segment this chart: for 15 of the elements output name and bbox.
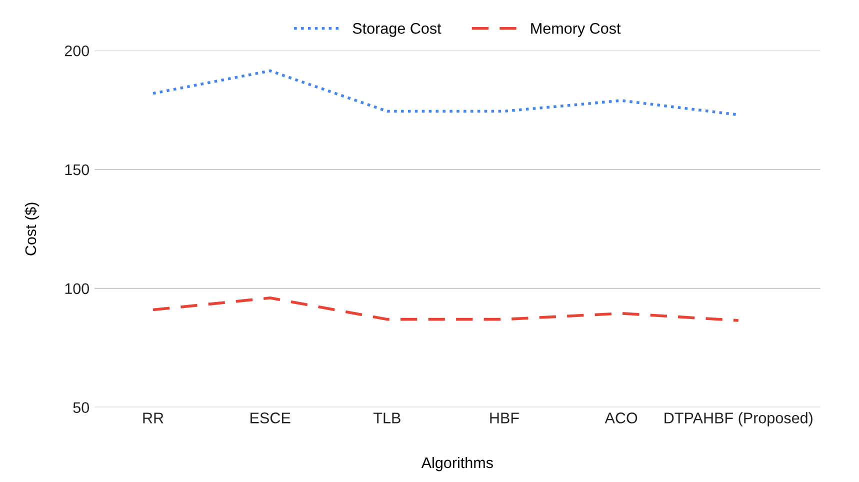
x-tick-label: TLB (374, 412, 400, 424)
legend-label: Storage Cost (352, 23, 442, 37)
y-tick-label: 150 (65, 164, 90, 176)
y-tick-label: 100 (65, 283, 90, 294)
x-tick-label: HBF (490, 412, 519, 424)
y-tick-label: 50 (73, 402, 90, 413)
y-axis-title: Cost ($) (24, 202, 40, 256)
x-axis-title: Algorithms (421, 456, 493, 472)
legend-label: Memory Cost (531, 23, 621, 37)
line-series (152, 296, 740, 322)
x-tick-label: ACO (604, 412, 638, 424)
x-tick-label: DTPAHBF (Proposed) (664, 412, 812, 426)
y-tick-label: 200 (64, 45, 90, 56)
x-tick-label: ESCE (250, 412, 290, 424)
x-tick-label: RR (143, 412, 164, 424)
